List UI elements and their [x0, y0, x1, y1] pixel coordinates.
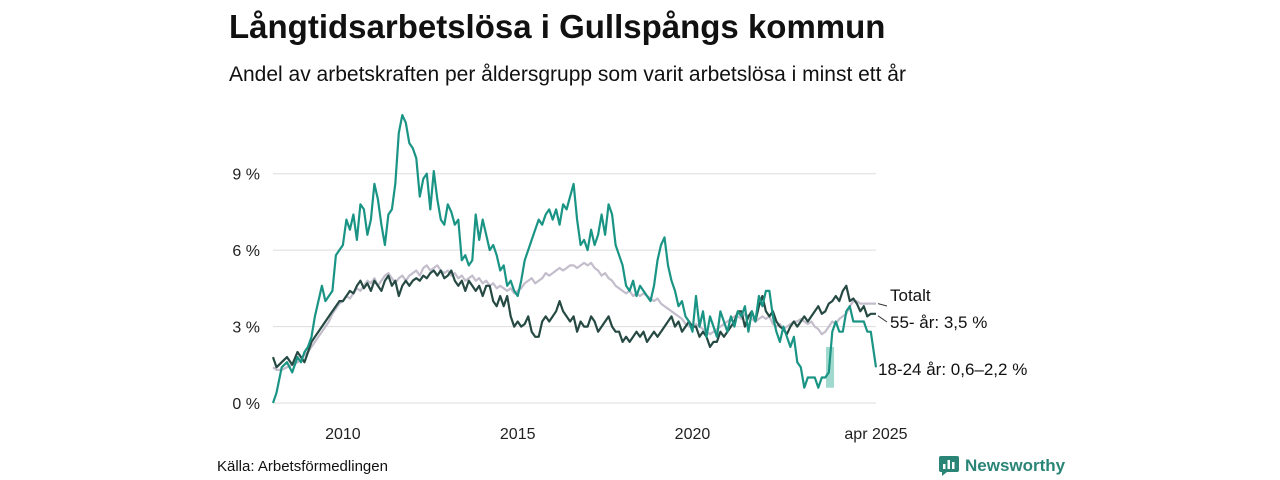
x-tick-label: apr 2025	[844, 426, 907, 443]
y-tick-label: 9 %	[232, 167, 260, 184]
y-tick-label: 3 %	[232, 320, 260, 337]
y-tick-label: 6 %	[232, 243, 260, 260]
x-tick-label: 2010	[325, 426, 361, 443]
chart-subtitle: Andel av arbetskraften per åldersgrupp s…	[229, 63, 906, 86]
bar-chart-icon	[939, 456, 959, 476]
newsworthy-logo[interactable]: Newsworthy	[939, 456, 1065, 476]
series-line-youth	[271, 114, 878, 404]
logo-text: Newsworthy	[965, 456, 1066, 475]
series-labels: 18-24 år: 0,6–2,2 % 55- år: 3,5 % Totalt	[877, 286, 1027, 379]
x-tick-label: 2015	[500, 426, 536, 443]
series-label-total: Totalt	[890, 286, 931, 305]
label-leader-older	[877, 315, 888, 323]
series-label-older: 55- år: 3,5 %	[890, 313, 987, 332]
x-tick-label: 2020	[675, 426, 711, 443]
label-leader-total	[877, 303, 888, 307]
series-label-youth: 18-24 år: 0,6–2,2 %	[878, 360, 1027, 379]
series-line-older	[271, 269, 876, 369]
series-lines	[271, 114, 878, 404]
source-note: Källa: Arbetsförmedlingen	[217, 458, 388, 475]
chart-title: Långtidsarbetslösa i Gullspångs kommun	[229, 8, 886, 45]
y-tick-label: 0 %	[232, 396, 260, 413]
axis-labels: 0 % 3 % 6 % 9 % 2010 2015 2020 apr 2025	[232, 167, 907, 443]
